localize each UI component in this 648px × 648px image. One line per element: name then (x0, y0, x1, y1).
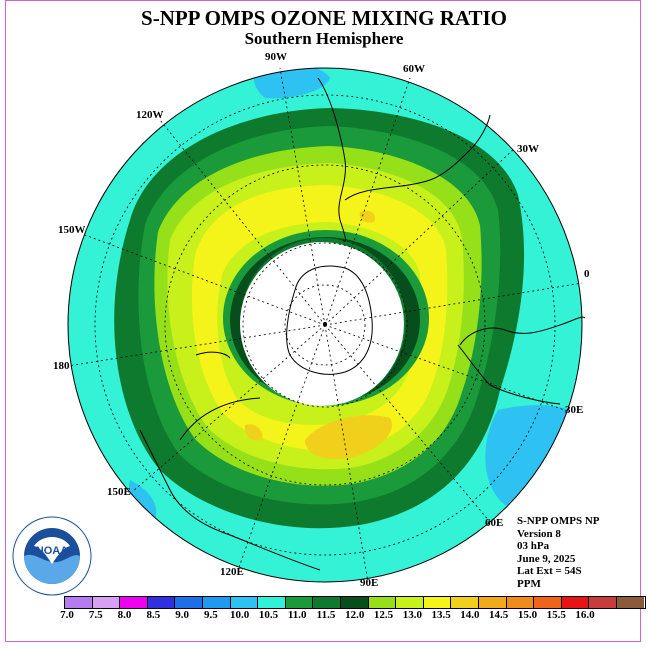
colorbar-tick-label: 16.0 (575, 609, 595, 621)
image-frame (5, 0, 641, 642)
lon-label-120w: 120W (136, 109, 164, 121)
colorbar-tick-label: 15.5 (546, 609, 566, 621)
lon-label-0: 0 (584, 268, 590, 280)
colorbar-swatch (616, 597, 645, 608)
info-pressure: 03 hPa (517, 540, 550, 553)
colorbar-swatch (313, 597, 341, 608)
colorbar-swatch (258, 597, 286, 608)
colorbar-tick-label: 10.0 (230, 609, 250, 621)
lon-label-120e: 120E (220, 566, 244, 578)
colorbar-tick-label: 8.0 (117, 609, 132, 621)
lon-label-180: 180 (53, 360, 70, 372)
map-border (67, 67, 583, 583)
colorbar-swatch (423, 597, 452, 608)
colorbar-tick-label: 7.5 (88, 609, 103, 621)
colorbar-tick-label: 9.5 (204, 609, 218, 621)
colorbar-swatch (396, 597, 424, 608)
noaa-logo: NOAA (12, 516, 92, 596)
colorbar-swatch (534, 597, 562, 608)
colorbar-tick-label: 8.5 (146, 609, 161, 621)
colorbar-swatch (478, 597, 507, 608)
colorbar-tick-label: 14.0 (460, 609, 480, 621)
info-version: Version 8 (517, 527, 561, 540)
lon-label-150w: 150W (58, 224, 86, 236)
info-date: June 9, 2025 (517, 552, 576, 565)
colorbar-swatch (147, 597, 176, 608)
colorbar-swatch (589, 597, 617, 608)
colorbar (64, 596, 646, 609)
info-units: PPM (517, 577, 541, 590)
colorbar-swatch (561, 597, 590, 608)
colorbar-tick-label: 14.5 (489, 609, 509, 621)
lon-label-90w: 90W (265, 51, 287, 63)
colorbar-tick-label: 12.5 (373, 609, 394, 621)
colorbar-swatch (230, 597, 259, 608)
colorbar-swatch (202, 597, 231, 608)
info-instrument: S-NPP OMPS NP (517, 515, 600, 527)
colorbar-tick-label: 10.5 (258, 609, 279, 621)
lon-label-60w: 60W (403, 63, 425, 75)
map-subtitle: Southern Hemisphere (244, 29, 404, 48)
colorbar-swatch (120, 597, 148, 608)
colorbar-swatch (285, 597, 314, 608)
info-lat-extent: Lat Ext = 54S (517, 565, 582, 578)
lon-label-60e: 60E (485, 517, 504, 529)
colorbar-swatch (92, 597, 121, 608)
colorbar-swatch (506, 597, 535, 608)
colorbar-tick-label: 13.5 (431, 609, 451, 621)
colorbar-tick-label: 15.0 (517, 609, 538, 621)
lon-label-30w: 30W (517, 143, 539, 155)
colorbar-tick-label: 11.5 (316, 609, 336, 621)
colorbar-swatch (451, 597, 479, 608)
logo-text: NOAA (36, 545, 68, 557)
south-pole-dot (323, 322, 327, 326)
colorbar-swatch (368, 597, 397, 608)
lon-label-30e: 30E (565, 404, 584, 416)
coastlines (139, 77, 586, 571)
lon-label-150e: 150E (107, 486, 131, 498)
colorbar-swatch (340, 597, 369, 608)
colorbar-tick-label: 12.0 (345, 609, 365, 621)
lon-label-90e: 90E (360, 577, 379, 589)
colorbar-labels: 7.0 7.5 8.0 8.5 9.0 9.5 10.0 10.5 11.0 11.5 12.0 12… (0, 609, 648, 623)
colorbar-swatch (175, 597, 203, 608)
colorbar-tick-label: 7.0 (60, 609, 74, 621)
info-block: S-NPP OMPS NP Version 8 03 hPa June 9, 2… (517, 515, 600, 591)
colorbar-swatch (65, 597, 93, 608)
colorbar-tick-label: 9.0 (175, 609, 189, 621)
graticule (67, 67, 583, 583)
map-title: S-NPP OMPS OZONE MIXING RATIO (141, 6, 507, 30)
colorbar-tick-label: 11.0 (287, 609, 307, 621)
colorbar-tick-label: 13.0 (402, 609, 422, 621)
